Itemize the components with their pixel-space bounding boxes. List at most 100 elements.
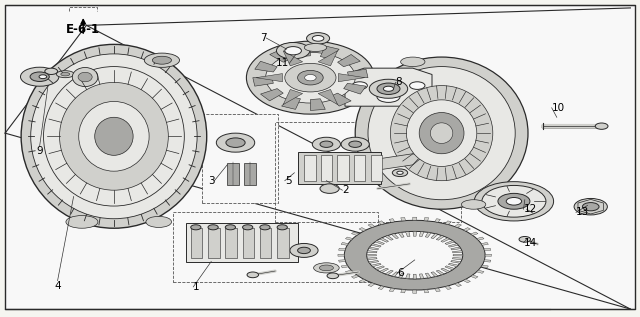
Polygon shape: [351, 275, 359, 278]
Text: 3: 3: [208, 176, 214, 186]
Circle shape: [45, 68, 58, 74]
Text: 7: 7: [260, 33, 266, 43]
Ellipse shape: [355, 57, 528, 209]
Text: 6: 6: [397, 268, 403, 278]
Polygon shape: [406, 274, 410, 279]
Polygon shape: [202, 114, 278, 203]
Polygon shape: [389, 288, 395, 292]
Polygon shape: [452, 257, 462, 260]
Text: 9: 9: [36, 146, 43, 156]
Bar: [260, 228, 271, 258]
Circle shape: [377, 83, 400, 94]
Polygon shape: [454, 224, 461, 228]
Polygon shape: [346, 237, 353, 240]
Circle shape: [285, 47, 301, 55]
Ellipse shape: [305, 74, 316, 81]
Polygon shape: [380, 238, 388, 242]
Polygon shape: [413, 231, 417, 236]
Circle shape: [595, 123, 608, 129]
Polygon shape: [310, 99, 325, 111]
Circle shape: [320, 141, 333, 147]
Bar: [371, 155, 382, 181]
Circle shape: [506, 197, 522, 205]
Polygon shape: [380, 268, 388, 273]
Circle shape: [191, 225, 201, 230]
Circle shape: [312, 36, 324, 41]
Polygon shape: [375, 266, 385, 270]
Circle shape: [39, 75, 47, 79]
Bar: [354, 155, 365, 181]
Circle shape: [216, 133, 255, 152]
Ellipse shape: [152, 56, 172, 64]
Polygon shape: [296, 45, 310, 56]
Circle shape: [243, 225, 253, 230]
Bar: [225, 228, 237, 258]
Polygon shape: [454, 283, 461, 287]
Text: 5: 5: [285, 176, 291, 186]
Ellipse shape: [31, 54, 197, 219]
Polygon shape: [436, 270, 444, 275]
Polygon shape: [339, 248, 346, 251]
Polygon shape: [369, 247, 379, 250]
Circle shape: [341, 137, 369, 151]
Ellipse shape: [266, 52, 355, 103]
Ellipse shape: [430, 123, 453, 144]
Circle shape: [369, 79, 408, 98]
Polygon shape: [424, 217, 429, 221]
Ellipse shape: [401, 57, 425, 67]
Polygon shape: [445, 221, 451, 224]
Polygon shape: [375, 241, 385, 244]
Ellipse shape: [419, 113, 464, 154]
Polygon shape: [367, 251, 377, 253]
Polygon shape: [431, 234, 438, 239]
Ellipse shape: [319, 265, 333, 271]
Polygon shape: [260, 88, 284, 101]
Polygon shape: [436, 236, 444, 240]
Circle shape: [383, 86, 394, 91]
Bar: [304, 155, 316, 181]
Bar: [277, 228, 289, 258]
Circle shape: [498, 193, 530, 209]
Polygon shape: [345, 68, 432, 106]
Ellipse shape: [406, 100, 477, 166]
Circle shape: [260, 225, 270, 230]
Polygon shape: [398, 273, 404, 278]
Ellipse shape: [314, 263, 339, 273]
Text: 1: 1: [193, 282, 200, 292]
Polygon shape: [330, 93, 351, 106]
Bar: [298, 152, 381, 184]
Ellipse shape: [66, 216, 98, 228]
Circle shape: [397, 171, 403, 174]
Polygon shape: [253, 78, 273, 86]
Polygon shape: [385, 236, 393, 240]
Circle shape: [226, 138, 245, 147]
Polygon shape: [341, 243, 348, 245]
Ellipse shape: [145, 53, 179, 68]
Polygon shape: [401, 289, 406, 293]
Polygon shape: [481, 243, 488, 245]
Polygon shape: [477, 270, 484, 273]
Polygon shape: [451, 247, 461, 250]
Polygon shape: [453, 254, 463, 256]
Polygon shape: [441, 238, 450, 242]
Circle shape: [367, 231, 463, 279]
Polygon shape: [452, 251, 462, 253]
Polygon shape: [378, 286, 385, 289]
Polygon shape: [339, 74, 365, 82]
Text: 12: 12: [524, 204, 537, 214]
Text: E-6-1: E-6-1: [66, 23, 100, 36]
Polygon shape: [282, 97, 300, 109]
Circle shape: [410, 82, 425, 89]
Bar: [243, 228, 254, 258]
Ellipse shape: [368, 67, 515, 200]
Polygon shape: [381, 154, 422, 170]
Circle shape: [307, 33, 330, 44]
Text: 4: 4: [54, 281, 61, 291]
Circle shape: [327, 273, 339, 279]
Circle shape: [247, 272, 259, 278]
Polygon shape: [448, 244, 458, 247]
Bar: [337, 155, 349, 181]
Polygon shape: [359, 279, 366, 283]
Bar: [208, 228, 220, 258]
Circle shape: [30, 72, 49, 81]
